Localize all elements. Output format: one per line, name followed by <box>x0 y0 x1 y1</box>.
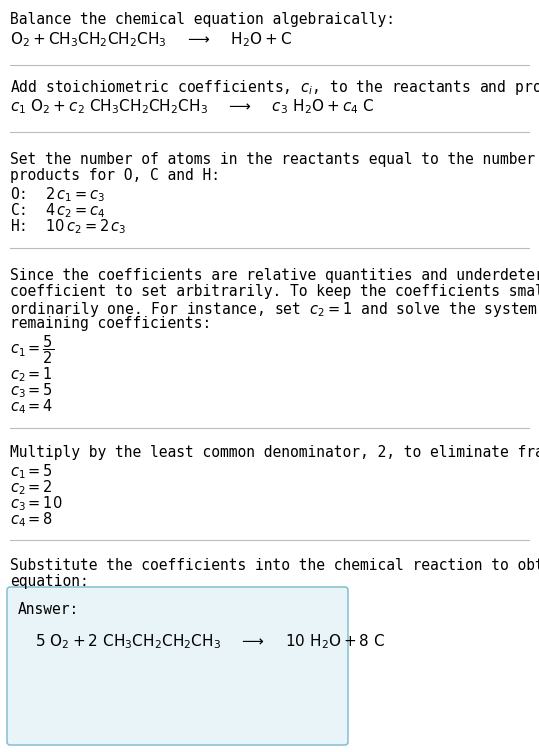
Text: $c_1 = \dfrac{5}{2}$: $c_1 = \dfrac{5}{2}$ <box>10 333 54 365</box>
Text: $c_1 = 5$: $c_1 = 5$ <box>10 462 53 481</box>
Text: Multiply by the least common denominator, 2, to eliminate fractional coefficient: Multiply by the least common denominator… <box>10 445 539 460</box>
Text: Answer:: Answer: <box>18 602 79 617</box>
Text: $c_4 = 8$: $c_4 = 8$ <box>10 510 53 529</box>
Text: $\mathrm{O_2 + CH_3CH_2CH_2CH_3}$  $\longrightarrow$  $\mathrm{H_2O + C}$: $\mathrm{O_2 + CH_3CH_2CH_2CH_3}$ $\long… <box>10 30 292 49</box>
Text: $c_3 = 5$: $c_3 = 5$ <box>10 381 53 400</box>
Text: H:  $10\,c_2 = 2\,c_3$: H: $10\,c_2 = 2\,c_3$ <box>10 217 127 235</box>
Text: C:  $4\,c_2 = c_4$: C: $4\,c_2 = c_4$ <box>10 201 106 220</box>
FancyBboxPatch shape <box>7 587 348 745</box>
Text: $c_2 = 1$: $c_2 = 1$ <box>10 365 53 384</box>
Text: $5\ \mathrm{O_2} + 2\ \mathrm{CH_3CH_2CH_2CH_3}$  $\longrightarrow$  $10\ \mathr: $5\ \mathrm{O_2} + 2\ \mathrm{CH_3CH_2CH… <box>35 632 385 650</box>
Text: remaining coefficients:: remaining coefficients: <box>10 316 211 331</box>
Text: $c_4 = 4$: $c_4 = 4$ <box>10 397 53 416</box>
Text: Substitute the coefficients into the chemical reaction to obtain the balanced: Substitute the coefficients into the che… <box>10 558 539 573</box>
Text: coefficient to set arbitrarily. To keep the coefficients small, the arbitrary va: coefficient to set arbitrarily. To keep … <box>10 284 539 299</box>
Text: O:  $2\,c_1 = c_3$: O: $2\,c_1 = c_3$ <box>10 185 106 204</box>
Text: Add stoichiometric coefficients, $c_i$, to the reactants and products:: Add stoichiometric coefficients, $c_i$, … <box>10 78 539 97</box>
Text: products for O, C and H:: products for O, C and H: <box>10 168 220 183</box>
Text: Since the coefficients are relative quantities and underdetermined, choose a: Since the coefficients are relative quan… <box>10 268 539 283</box>
Text: $c_3 = 10$: $c_3 = 10$ <box>10 494 63 513</box>
Text: ordinarily one. For instance, set $c_2 = 1$ and solve the system of equations fo: ordinarily one. For instance, set $c_2 =… <box>10 300 539 319</box>
Text: $c_1\ \mathrm{O_2} + c_2\ \mathrm{CH_3CH_2CH_2CH_3}$  $\longrightarrow$  $c_3\ \: $c_1\ \mathrm{O_2} + c_2\ \mathrm{CH_3CH… <box>10 97 375 116</box>
Text: Set the number of atoms in the reactants equal to the number of atoms in the: Set the number of atoms in the reactants… <box>10 152 539 167</box>
Text: Balance the chemical equation algebraically:: Balance the chemical equation algebraica… <box>10 12 395 27</box>
Text: $c_2 = 2$: $c_2 = 2$ <box>10 478 53 497</box>
Text: equation:: equation: <box>10 574 89 589</box>
